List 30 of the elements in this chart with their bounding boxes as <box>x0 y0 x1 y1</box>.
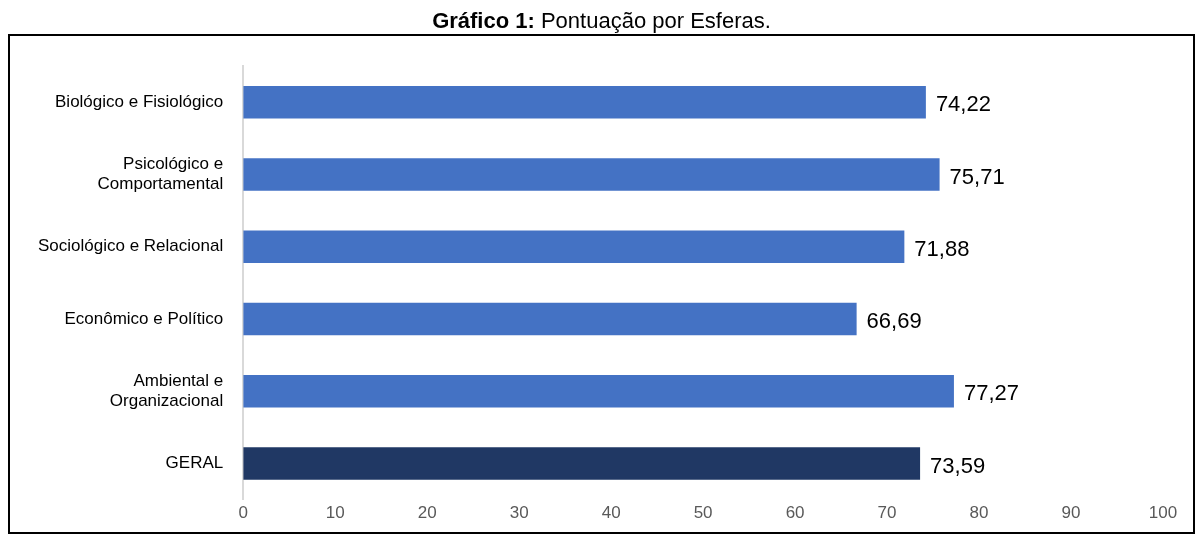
x-tick-label: 20 <box>417 503 437 523</box>
bar <box>243 302 857 336</box>
y-tick-label: Biológico e Fisiológico <box>55 92 224 111</box>
chart-title: Gráfico 1: Pontuação por Esferas. <box>431 8 772 34</box>
x-tick-label: 70 <box>877 503 897 523</box>
data-label: 73,59 <box>930 452 986 478</box>
y-tick-label: GERAL <box>165 453 224 473</box>
bar <box>243 230 905 264</box>
x-tick-label: 50 <box>693 503 713 523</box>
y-tick-label: Psicológico e Comportamental <box>97 154 224 194</box>
bar <box>243 447 921 480</box>
y-tick-label: Sociológico e Relacional <box>37 236 224 256</box>
bar <box>243 86 926 119</box>
y-tick-label: Econômico e Político <box>64 308 224 328</box>
x-tick-label: 10 <box>325 503 345 523</box>
bar <box>243 375 954 408</box>
x-tick-label: 0 <box>238 503 248 523</box>
x-tick-label: 80 <box>969 503 989 523</box>
data-label: 74,22 <box>935 91 991 117</box>
x-tick-label: 40 <box>601 503 621 523</box>
x-tick-label: 60 <box>785 503 805 523</box>
data-label: 66,69 <box>866 308 922 334</box>
data-label: 71,88 <box>914 235 970 261</box>
data-label: 77,27 <box>963 380 1019 406</box>
bar <box>243 158 940 191</box>
x-tick-label: 30 <box>509 503 529 523</box>
x-tick-label: 100 <box>1148 503 1178 523</box>
data-label: 75,71 <box>949 163 1005 189</box>
y-tick-label: Ambiental e Organizacional <box>109 370 224 411</box>
x-tick-label: 90 <box>1061 503 1081 523</box>
